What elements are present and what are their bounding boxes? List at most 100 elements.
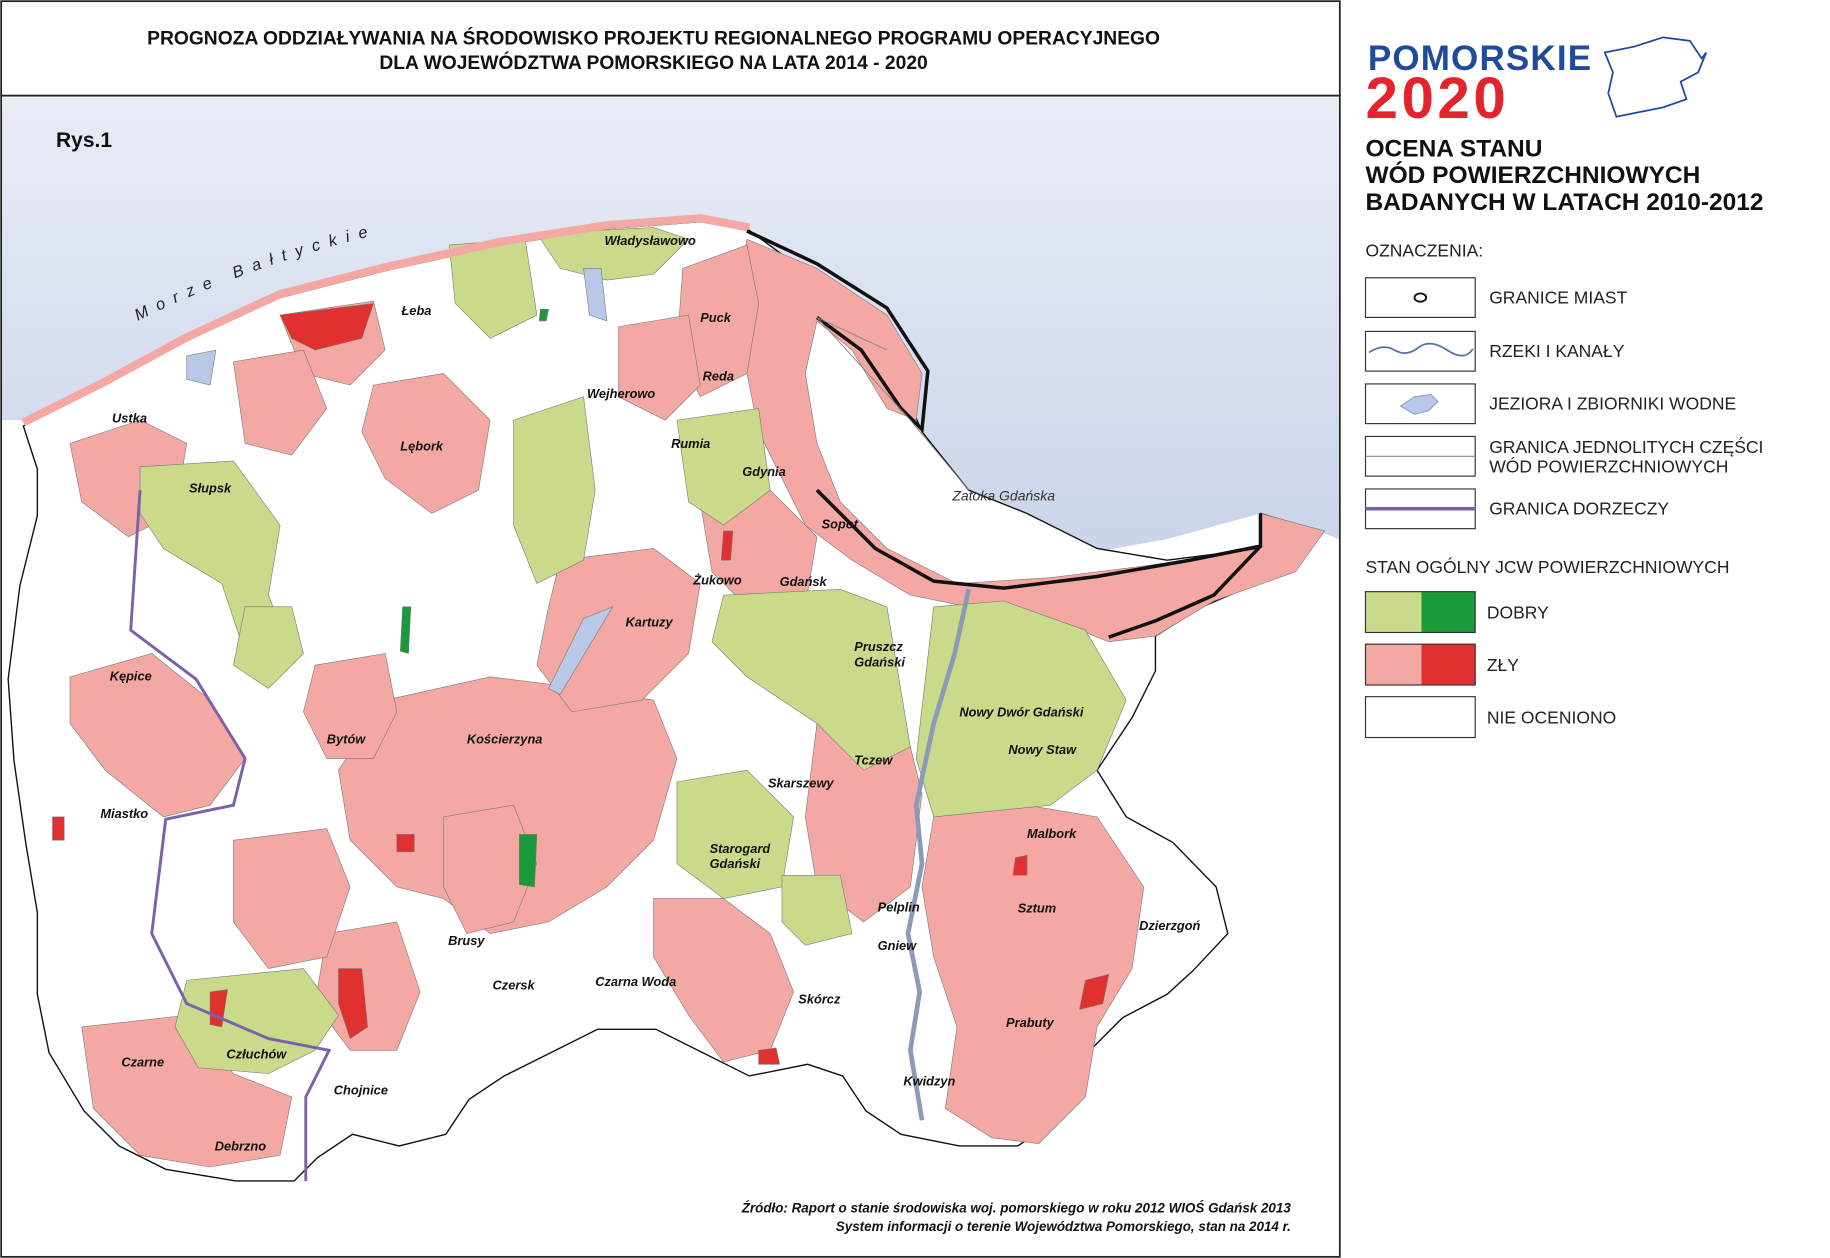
legend-label: GRANICA JEDNOLITYCH CZĘŚCI	[1489, 436, 1763, 457]
legend-symbol-city	[1413, 292, 1428, 303]
good-lake	[400, 606, 412, 654]
good-area	[676, 408, 771, 526]
side-panel: POMORSKIE 2020 OCENA STANU WÓD POWIERZCH…	[1364, 36, 1764, 739]
place-label: Lębork	[400, 438, 444, 453]
source-line: System informacji o terenie Województwa …	[836, 1219, 1291, 1234]
place-label-line: Pruszcz	[854, 639, 903, 654]
good-area	[536, 227, 690, 281]
title-line: DLA WOJEWÓDZTWA POMORSKIEGO NA LATA 2014…	[379, 52, 927, 74]
place-label: Bytów	[327, 731, 367, 746]
good-area	[915, 600, 1127, 818]
place-label: Człuchów	[226, 1046, 287, 1061]
lake	[548, 606, 614, 695]
poor-area	[921, 804, 1145, 1144]
legend-label: RZEKI I KANAŁY	[1489, 341, 1625, 361]
basin-boundary	[129, 490, 332, 1181]
place-label: Skarszewy	[768, 776, 834, 791]
place-label: Słupsk	[189, 480, 232, 495]
legend-swatch-bad-area	[1365, 644, 1422, 686]
figure-label: Rys.1	[56, 129, 112, 152]
place-label: Starogard Gdański	[710, 841, 772, 871]
place-label: Dzierzgoń	[1139, 918, 1200, 933]
poor-lake	[52, 816, 65, 841]
place-label: Brusy	[448, 933, 485, 948]
legend-label: DOBRY	[1487, 602, 1549, 622]
vistula-river	[905, 588, 971, 1121]
place-label: Wejherowo	[587, 386, 655, 401]
place-label: Chojnice	[334, 1083, 388, 1098]
title-line: PROGNOZA ODDZIAŁYWANIA NA ŚRODOWISKO PRO…	[147, 27, 1160, 49]
place-label: Rumia	[671, 436, 710, 451]
place-label: Czarna Woda	[595, 974, 676, 989]
legend-heading: OZNACZENIA:	[1365, 241, 1483, 261]
legend-symbol	[1364, 277, 1476, 319]
place-label: Gdańsk	[780, 574, 828, 589]
source-line: Źródło: Raport o stanie środowiska woj. …	[741, 1200, 1292, 1215]
marine-boundary	[746, 229, 1263, 639]
place-label-line: Starogard	[710, 841, 772, 856]
place-label: Sopot	[822, 517, 859, 532]
place-label: Nowy Staw	[1008, 742, 1077, 757]
poor-lake	[279, 303, 374, 351]
legend-heading: STAN OGÓLNY JCW POWIERZCHNIOWYCH	[1365, 556, 1729, 577]
logo-year: 2020	[1365, 66, 1509, 131]
place-label: Łeba	[400, 303, 431, 318]
legend-title-line: BADANYCH W LATACH 2010-2012	[1365, 189, 1763, 216]
place-label: Kartuzy	[626, 615, 674, 630]
place-label: Miastko	[100, 806, 148, 821]
poor-area	[361, 373, 491, 514]
water-body-areas	[52, 227, 1326, 1168]
place-labels: Łeba Władysławowo Puck Reda Wejherowo Us…	[100, 233, 1200, 1154]
place-label: Debrzno	[215, 1139, 266, 1154]
legend-swatch-bad-stream	[1421, 644, 1476, 686]
poor-area	[303, 653, 398, 759]
good-lake	[519, 834, 538, 888]
place-label: Gdynia	[742, 464, 785, 479]
poor-lake	[1079, 974, 1110, 1010]
poor-lake	[396, 834, 415, 853]
poor-area	[69, 653, 246, 818]
place-label: Kościerzyna	[467, 731, 543, 746]
sea	[1, 98, 1339, 563]
bay-label: Zatoka Gdańska	[951, 488, 1055, 504]
good-lake	[538, 308, 549, 322]
place-label: Gniew	[878, 938, 918, 953]
poor-lake	[720, 530, 734, 561]
lake	[186, 349, 217, 386]
poor-area	[536, 548, 701, 713]
logo-name: POMORSKIE	[1368, 39, 1592, 78]
place-label: Pelplin	[878, 899, 920, 914]
place-label: Kwidzyn	[903, 1073, 955, 1088]
jcwp-boundary	[816, 316, 970, 491]
place-label: Żukowo	[692, 573, 742, 588]
good-area	[233, 606, 304, 689]
poor-area	[443, 804, 538, 934]
place-label: Malbork	[1027, 826, 1077, 841]
place-label: Władysławowo	[605, 233, 696, 248]
good-area	[711, 589, 911, 771]
legend-label: JEZIORA I ZBIORNIKI WODNE	[1489, 394, 1736, 414]
legend-label: WÓD POWIERZCHNIOWYCH	[1489, 456, 1728, 477]
place-label-line: Gdański	[854, 654, 905, 669]
place-label: Kępice	[110, 668, 152, 683]
legend-title-line: OCENA STANU	[1365, 135, 1542, 162]
legend-label: NIE OCENIONO	[1487, 708, 1616, 728]
legend-label: ZŁY	[1487, 655, 1519, 675]
legend-symbol-lake	[1399, 393, 1439, 415]
place-label: Czersk	[493, 978, 536, 993]
legend-symbol	[1364, 330, 1476, 372]
place-label: Skórcz	[798, 992, 841, 1007]
good-area	[513, 396, 596, 584]
poor-lake	[758, 1047, 780, 1065]
place-label: Pruszcz Gdański	[854, 639, 905, 669]
place-label-line: Gdański	[710, 856, 761, 871]
poor-area	[618, 314, 701, 421]
poor-area	[233, 828, 351, 969]
legend-symbol-river	[1368, 342, 1474, 357]
legend-swatch-good-area	[1365, 591, 1422, 633]
coastal-waters	[21, 214, 751, 427]
legend-label: GRANICE MIAST	[1489, 287, 1627, 307]
place-label: Prabuty	[1006, 1015, 1055, 1030]
map: Rys.1 Morze Bałtyckie Zatoka Gdańska Łeb…	[0, 94, 1341, 1258]
